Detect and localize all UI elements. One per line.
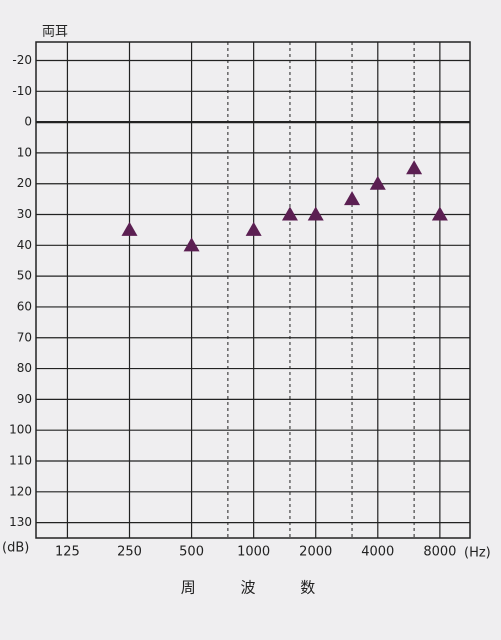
y-tick-label: 110 — [9, 453, 32, 467]
y-tick-label: 90 — [17, 392, 32, 406]
x-tick-label: 250 — [117, 545, 142, 560]
marker — [245, 221, 262, 236]
marker — [281, 206, 298, 221]
x-axis-label: 周 波 数 — [181, 579, 316, 597]
x-tick-label: 125 — [55, 545, 80, 560]
y-tick-label: 70 — [17, 330, 32, 344]
marker — [431, 206, 448, 221]
y-tick-label: 80 — [17, 361, 32, 375]
x-tick-label: 4000 — [361, 545, 394, 560]
marker — [344, 191, 361, 206]
y-tick-label: 30 — [17, 207, 32, 221]
y-tick-label: 50 — [17, 269, 32, 283]
chart-title: 両耳 — [42, 25, 68, 40]
y-unit: (dB) — [2, 541, 29, 556]
marker — [121, 221, 138, 236]
y-tick-label: 20 — [17, 176, 32, 190]
x-unit: (Hz) — [464, 546, 491, 561]
x-tick-label: 1000 — [237, 545, 270, 560]
y-tick-label: 130 — [9, 515, 32, 529]
marker — [307, 206, 324, 221]
y-tick-label: 120 — [9, 484, 32, 498]
y-tick-label: 100 — [9, 423, 32, 437]
marker — [369, 175, 386, 190]
x-tick-label: 2000 — [299, 545, 332, 560]
marker — [183, 237, 200, 252]
y-tick-label: 40 — [17, 238, 32, 252]
marker — [406, 160, 423, 175]
y-tick-label: 10 — [17, 145, 32, 159]
x-tick-label: 8000 — [423, 545, 456, 560]
y-tick-label: 60 — [17, 299, 32, 313]
x-tick-label: 500 — [179, 545, 204, 560]
y-tick-label: -20 — [12, 53, 32, 67]
y-tick-label: -10 — [12, 84, 32, 98]
y-tick-label: 0 — [24, 115, 32, 129]
plot-frame — [35, 41, 471, 539]
